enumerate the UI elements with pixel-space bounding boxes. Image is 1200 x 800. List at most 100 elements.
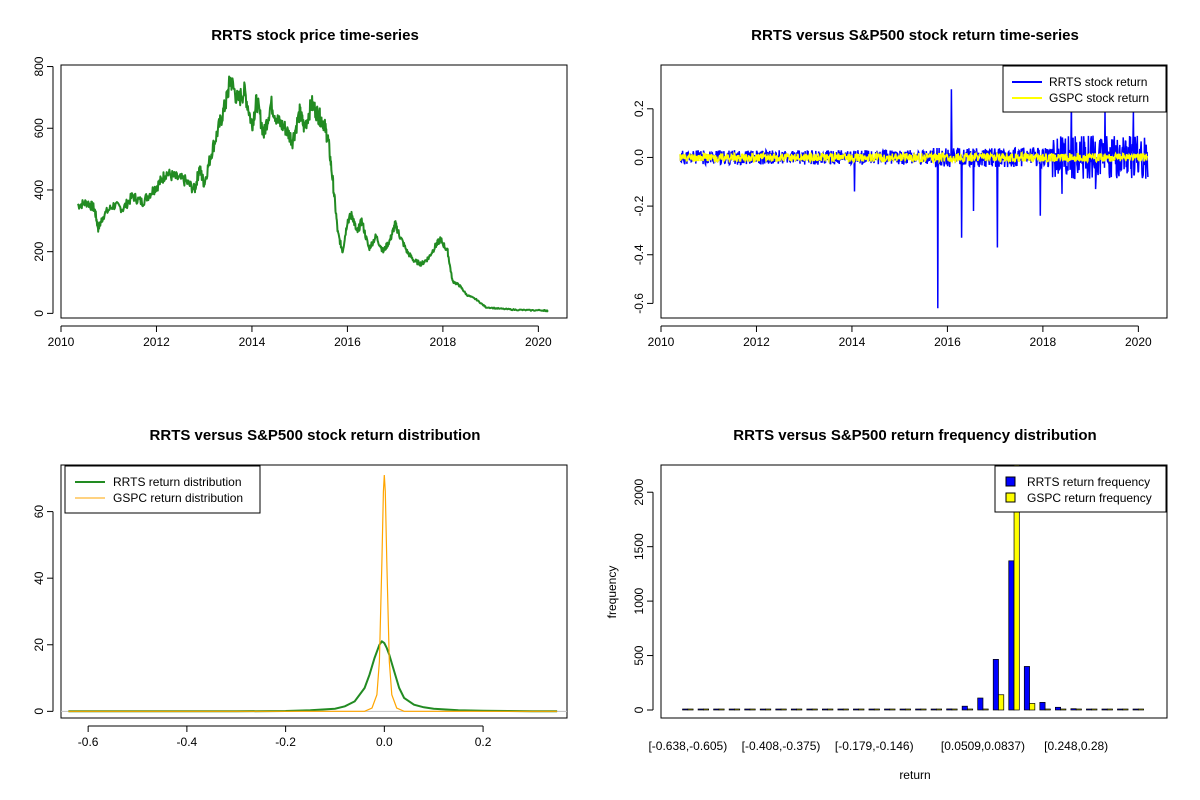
rrts-frequency-bar bbox=[775, 708, 782, 711]
return-x-tick-label: 2016 bbox=[934, 335, 961, 349]
gspc-frequency-bar bbox=[687, 708, 694, 711]
return-distribution-chart: RRTS versus S&P500 stock return distribu… bbox=[32, 427, 568, 749]
gspc-frequency-bar bbox=[1013, 464, 1020, 711]
price-y-tick-label: 0 bbox=[32, 310, 46, 317]
price-x-tick-label: 2018 bbox=[430, 335, 457, 349]
legend-box bbox=[1002, 65, 1167, 113]
return-y-tick-label: -0.4 bbox=[632, 244, 646, 265]
histogram-y-tick-label: 0 bbox=[632, 706, 646, 713]
rrts-frequency-bar bbox=[930, 708, 937, 711]
histogram-x-tick-label: [0.0509,0.0837) bbox=[941, 739, 1025, 753]
legend-box bbox=[994, 465, 1167, 513]
distribution-plot-frame bbox=[60, 464, 568, 719]
histogram-x-axis-label: return bbox=[899, 768, 930, 782]
rrts-frequency-bar bbox=[728, 708, 735, 711]
price-x-tick-label: 2020 bbox=[525, 335, 552, 349]
gspc-frequency-bar bbox=[1091, 708, 1098, 711]
histogram-y-tick-label: 500 bbox=[632, 645, 646, 665]
price-y-tick-label: 800 bbox=[32, 56, 46, 76]
gspc-frequency-bar bbox=[1075, 708, 1082, 711]
gspc-frequency-bar bbox=[718, 708, 725, 711]
histogram-y-tick-label: 1000 bbox=[632, 587, 646, 614]
return-timeseries-content: 2010 2012 2014 2016 2018 2020 -0.6 -0.4 -0.2 0.0 0… bbox=[632, 89, 1152, 349]
legend-label-rrts: RRTS stock return bbox=[1049, 75, 1147, 89]
rrts-frequency-bar bbox=[868, 708, 875, 711]
return-timeseries-legend: RRTS stock return GSPC stock return bbox=[1002, 65, 1167, 113]
rrts-frequency-bar bbox=[1008, 560, 1015, 711]
distribution-legend: RRTS return distribution GSPC return dis… bbox=[64, 465, 261, 514]
rrts-frequency-bar bbox=[961, 705, 968, 711]
rrts-frequency-bar bbox=[713, 708, 720, 711]
rrts-frequency-bar bbox=[915, 708, 922, 711]
rrts-frequency-bar bbox=[697, 708, 704, 711]
rrts-frequency-bar bbox=[806, 708, 813, 711]
rrts-frequency-bar bbox=[744, 708, 751, 711]
price-x-tick-label: 2014 bbox=[239, 335, 266, 349]
price-chart-content: 2010 2012 2014 2016 2018 2020 0 200 400 600 800 bbox=[32, 56, 552, 349]
rrts-frequency-bar bbox=[992, 659, 999, 711]
rrts-frequency-bar bbox=[1086, 708, 1093, 711]
density-x-tick-label: -0.6 bbox=[78, 735, 99, 749]
legend-label-gspc-freq: GSPC return frequency bbox=[1027, 491, 1152, 505]
frequency-histogram-chart: RRTS versus S&P500 return frequency dist… bbox=[605, 427, 1168, 782]
gspc-frequency-bar bbox=[749, 708, 756, 711]
density-y-tick-label: 60 bbox=[32, 505, 46, 519]
legend-label-gspc-dist: GSPC return distribution bbox=[113, 491, 243, 505]
rrts-frequency-bar bbox=[1101, 708, 1108, 711]
price-x-tick-label: 2010 bbox=[48, 335, 75, 349]
gspc-frequency-bar bbox=[1060, 708, 1067, 711]
histogram-y-axis-label: frequency bbox=[605, 566, 619, 619]
gspc-density-line bbox=[68, 474, 558, 712]
rrts-frequency-bar bbox=[1023, 666, 1030, 711]
return-y-tick-label: 0.2 bbox=[632, 100, 646, 117]
distribution-title: RRTS versus S&P500 stock return distribu… bbox=[150, 427, 481, 444]
gspc-frequency-bar bbox=[920, 708, 927, 711]
legend-box bbox=[64, 465, 261, 514]
legend-swatch-rrts-freq bbox=[1005, 476, 1016, 487]
price-x-tick-label: 2016 bbox=[334, 335, 361, 349]
return-y-tick-label: -0.6 bbox=[632, 293, 646, 314]
price-y-tick-label: 200 bbox=[32, 241, 46, 261]
gspc-frequency-bar bbox=[780, 708, 787, 711]
gspc-frequency-bar bbox=[1137, 708, 1144, 711]
gspc-frequency-bar bbox=[873, 708, 880, 711]
gspc-frequency-bar bbox=[936, 708, 942, 711]
gspc-frequency-bar bbox=[734, 708, 741, 711]
gspc-frequency-bar bbox=[904, 708, 911, 711]
gspc-frequency-bar bbox=[967, 708, 974, 711]
price-x-tick-label: 2012 bbox=[143, 335, 170, 349]
density-y-tick-label: 40 bbox=[32, 571, 46, 585]
rrts-frequency-bar bbox=[946, 708, 953, 711]
density-x-tick-label: -0.4 bbox=[177, 735, 198, 749]
rrts-price-line bbox=[76, 75, 549, 313]
gspc-frequency-bar bbox=[982, 708, 989, 711]
return-y-tick-label: 0.0 bbox=[632, 149, 646, 166]
gspc-frequency-bar bbox=[827, 708, 834, 711]
rrts-frequency-bar bbox=[837, 708, 844, 711]
gspc-frequency-bar bbox=[1122, 708, 1129, 711]
return-x-tick-label: 2018 bbox=[1030, 335, 1057, 349]
histogram-x-tick-label: [0.248,0.28) bbox=[1044, 739, 1108, 753]
gspc-frequency-bar bbox=[842, 708, 849, 711]
rrts-frequency-bar bbox=[1055, 706, 1061, 711]
histogram-legend: RRTS return frequency GSPC return freque… bbox=[994, 465, 1167, 513]
gspc-frequency-bar bbox=[998, 694, 1005, 711]
histogram-x-tick-label: [-0.638,-0.605) bbox=[648, 739, 727, 753]
return-x-tick-label: 2012 bbox=[743, 335, 770, 349]
rrts-frequency-bar bbox=[1117, 708, 1124, 711]
legend-label-gspc: GSPC stock return bbox=[1049, 91, 1149, 105]
gspc-frequency-bar bbox=[703, 708, 709, 711]
density-x-tick-label: -0.2 bbox=[275, 735, 296, 749]
histogram-x-tick-label: [-0.179,-0.146) bbox=[835, 739, 914, 753]
rrts-frequency-bar bbox=[759, 708, 766, 711]
gspc-frequency-bar bbox=[951, 708, 958, 711]
rrts-density-line bbox=[68, 640, 558, 713]
histogram-y-tick-label: 1500 bbox=[632, 533, 646, 560]
rrts-frequency-bar bbox=[682, 708, 689, 711]
rrts-frequency-bar bbox=[884, 708, 891, 711]
gspc-return-line bbox=[679, 150, 1149, 165]
price-y-tick-label: 400 bbox=[32, 180, 46, 200]
histogram-title: RRTS versus S&P500 return frequency dist… bbox=[733, 427, 1096, 444]
distribution-content: -0.6 -0.4 -0.2 0.0 0.2 0 20 40 60 bbox=[32, 474, 567, 749]
